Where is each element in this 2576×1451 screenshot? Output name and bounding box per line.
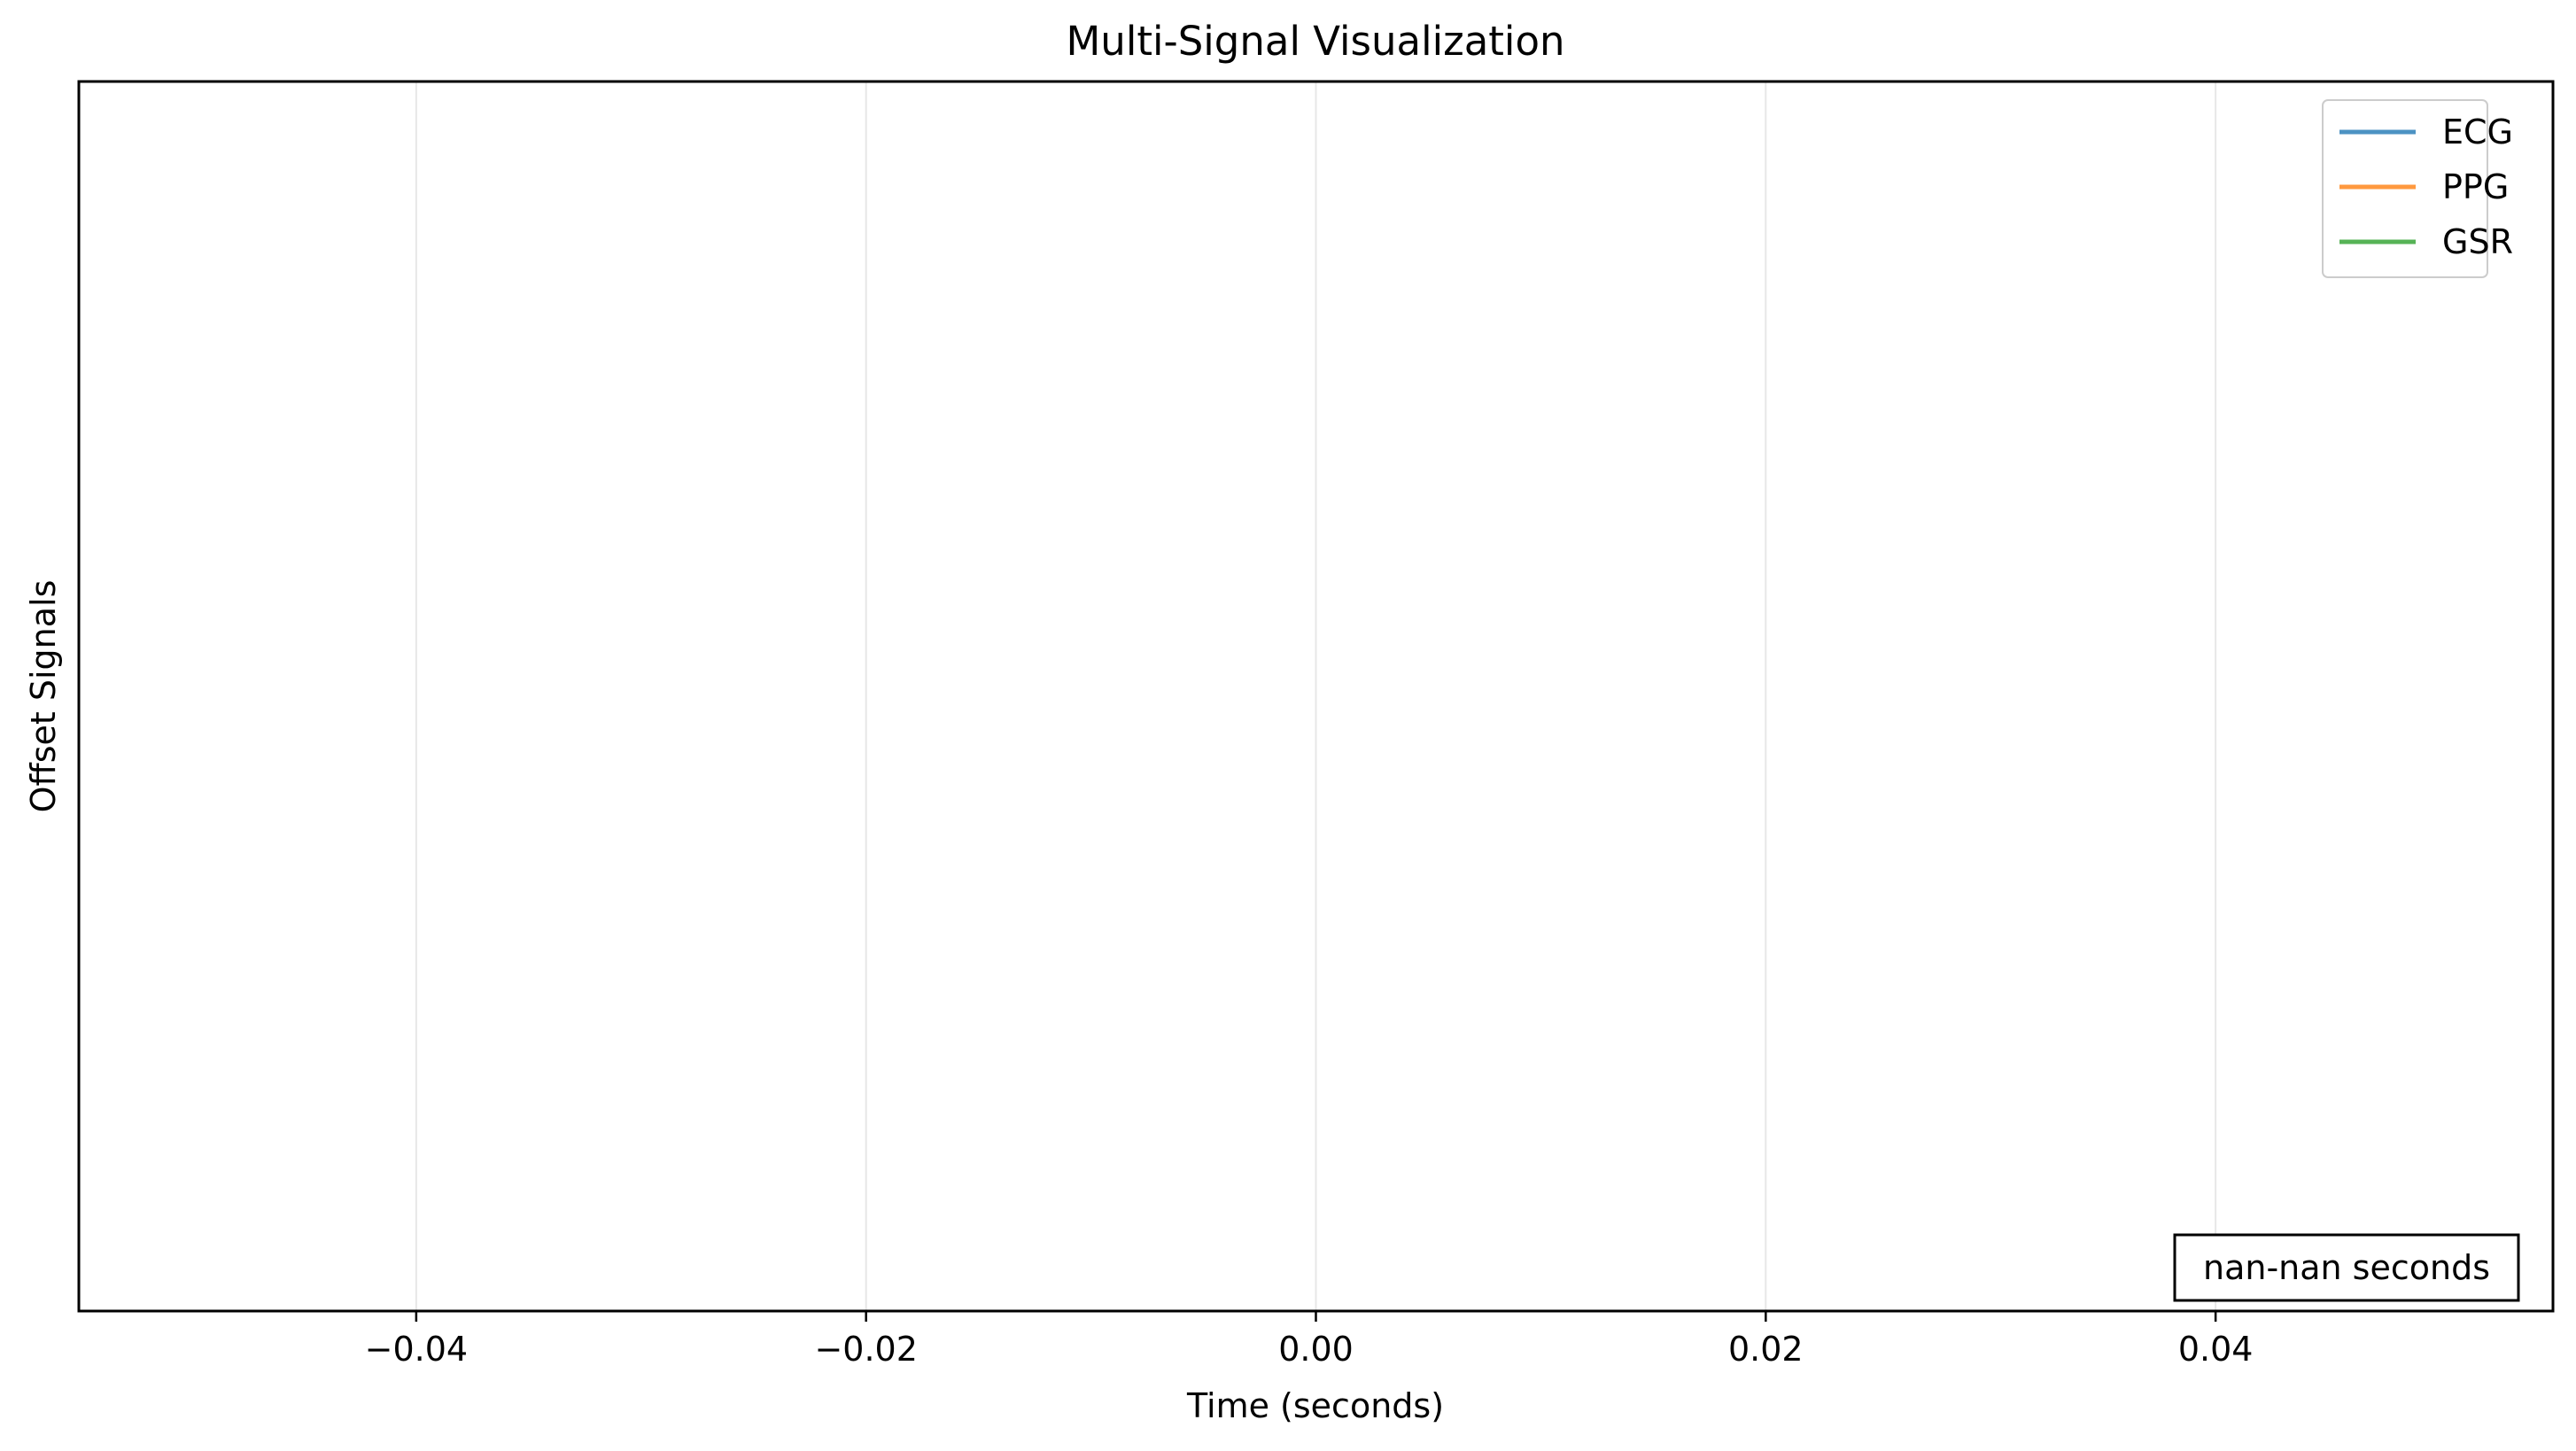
x-tick-label: 0.02 bbox=[1728, 1330, 1804, 1369]
legend-label-ppg: PPG bbox=[2442, 167, 2509, 206]
annotation-box bbox=[2173, 1233, 2520, 1302]
duration-annotation: nan-nan seconds bbox=[2173, 1233, 2520, 1302]
x-tick-label: 0.00 bbox=[1278, 1330, 1354, 1369]
x-tick-label: 0.04 bbox=[2178, 1330, 2254, 1369]
x-gridlines bbox=[415, 81, 2217, 1311]
annotation-text: nan-nan seconds bbox=[2203, 1248, 2490, 1287]
legend: ECG PPG GSR bbox=[2322, 99, 2513, 278]
x-tick-label: −0.02 bbox=[814, 1330, 917, 1369]
x-axis-label: Time (seconds) bbox=[1186, 1386, 1444, 1425]
chart-title: Multi-Signal Visualization bbox=[1066, 18, 1564, 65]
x-axis-ticks: −0.04 −0.02 0.00 0.02 0.04 bbox=[365, 1311, 2254, 1369]
y-axis-label: Offset Signals bbox=[24, 580, 63, 813]
legend-label-gsr: GSR bbox=[2442, 222, 2513, 261]
x-tick-label: −0.04 bbox=[365, 1330, 468, 1369]
legend-entries: ECG PPG GSR bbox=[2339, 113, 2513, 261]
legend-label-ecg: ECG bbox=[2442, 113, 2513, 151]
